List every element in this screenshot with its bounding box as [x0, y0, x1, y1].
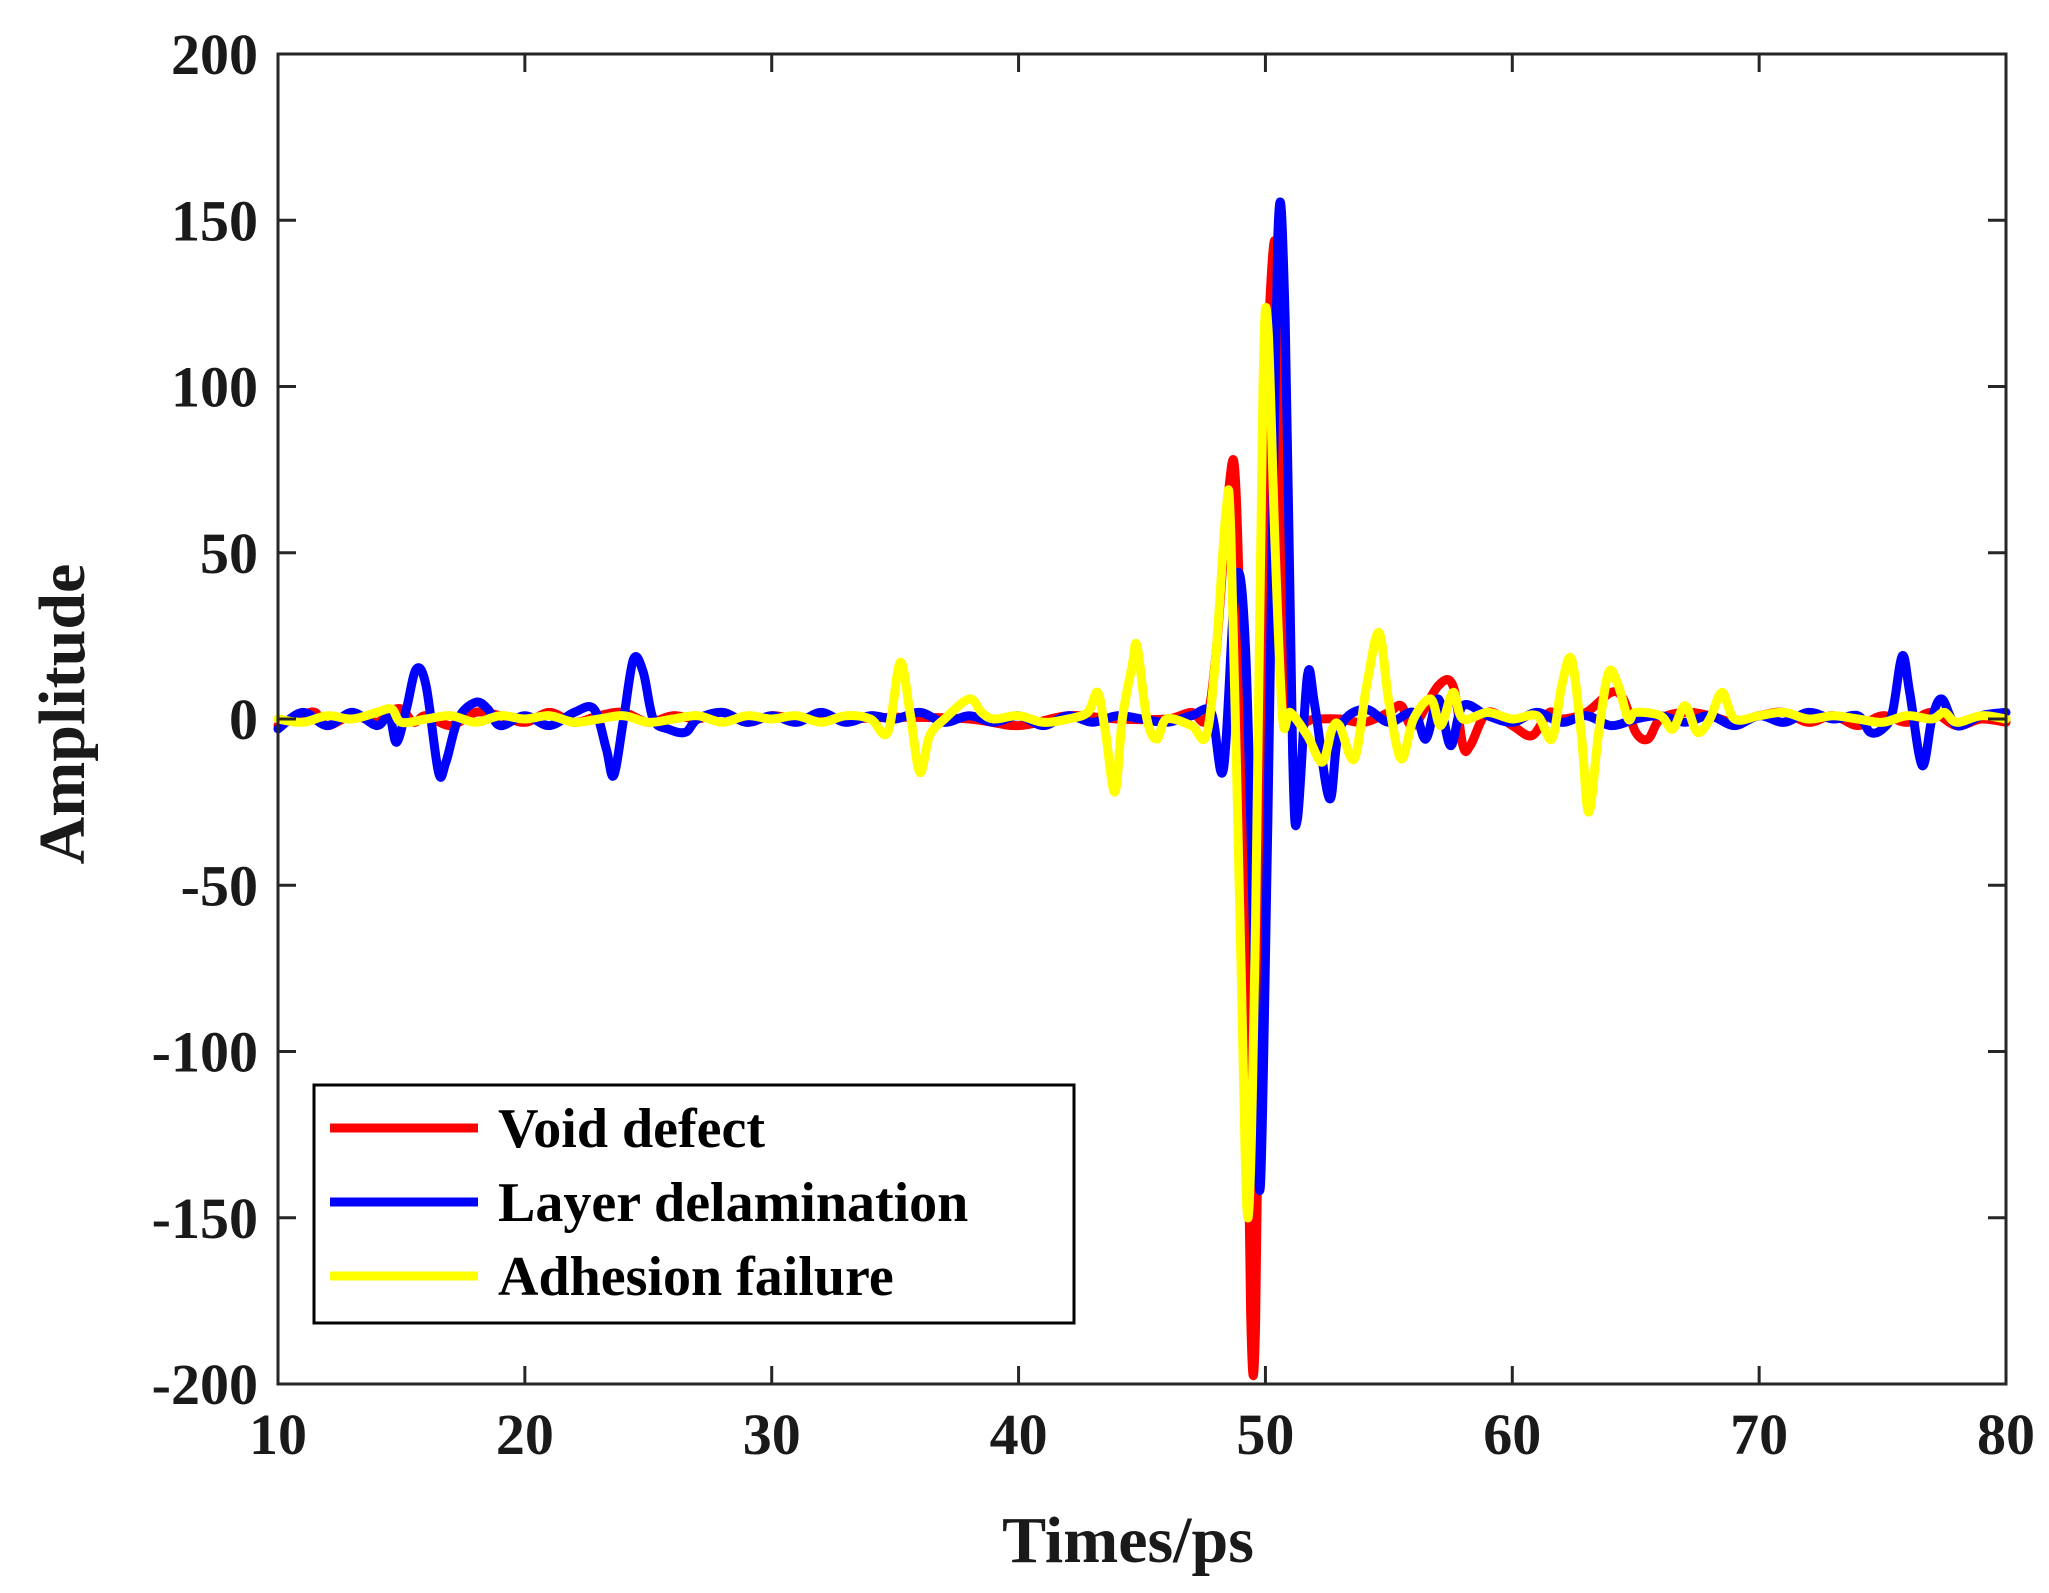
y-tick-label: 150 [171, 188, 258, 253]
x-tick-label: 10 [249, 1402, 307, 1467]
x-tick-label: 80 [1977, 1402, 2035, 1467]
y-tick-label: 100 [171, 355, 258, 420]
legend-label: Void defect [498, 1098, 765, 1160]
y-tick-label: 200 [171, 22, 258, 87]
plot-frame [276, 52, 2008, 1386]
y-tick-label: -50 [181, 853, 258, 918]
y-tick-label: -100 [152, 1020, 258, 1085]
x-axis-title: Times/ps [1002, 1504, 1254, 1577]
x-tick-label: 40 [990, 1402, 1048, 1467]
legend: Void defect Layer delamination Adhesion fa… [312, 1083, 1076, 1325]
x-tick-label: 20 [496, 1402, 554, 1467]
y-tick-label: 50 [200, 521, 258, 586]
x-tick-labels: 10 20 30 40 50 60 70 80 [249, 1402, 2035, 1467]
series-lines [273, 197, 2011, 1380]
x-tick-label: 70 [1730, 1402, 1788, 1467]
y-tick-label: -150 [152, 1186, 258, 1251]
y-tick-labels: -200 -150 -100 -50 0 50 100 150 200 [152, 22, 258, 1417]
y-tick-label: 0 [229, 687, 258, 752]
legend-label: Layer delamination [498, 1172, 968, 1234]
series-line-3 [273, 302, 2011, 1223]
x-tick-label: 50 [1236, 1402, 1294, 1467]
legend-label: Adhesion failure [498, 1246, 894, 1308]
x-tick-label: 60 [1483, 1402, 1541, 1467]
y-axis-title: Amplitude [26, 564, 99, 865]
y-tick-label: -200 [152, 1352, 258, 1417]
x-tick-label: 30 [743, 1402, 801, 1467]
